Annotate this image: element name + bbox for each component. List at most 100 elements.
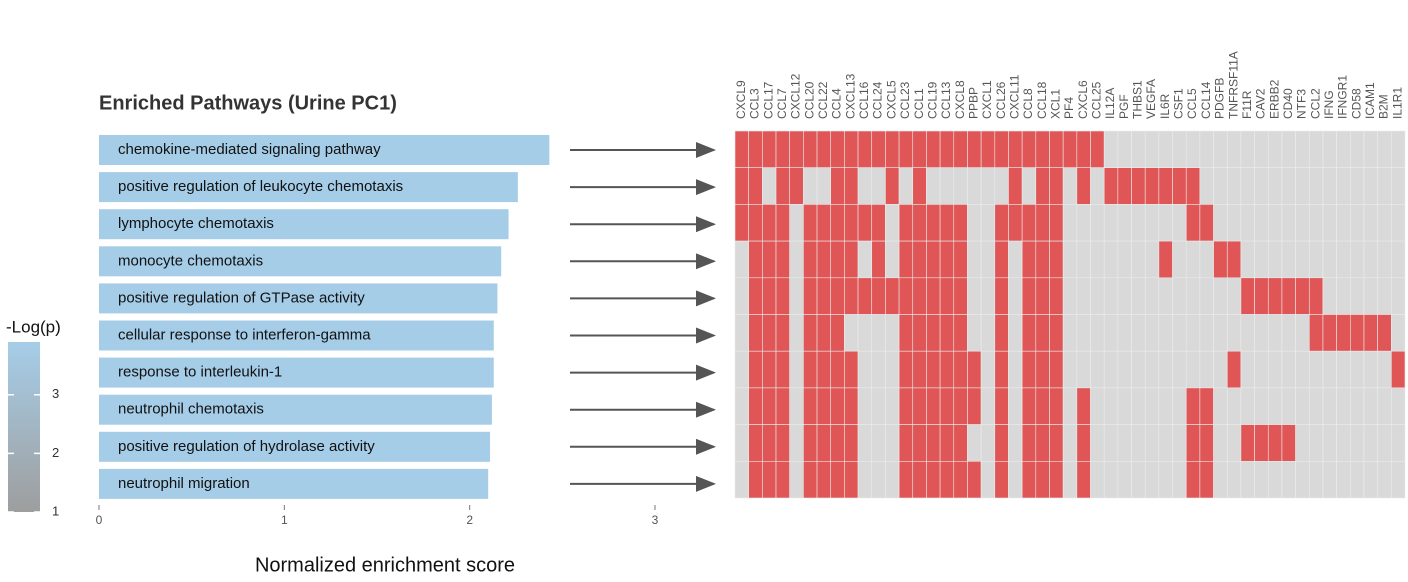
heatmap-cell [789, 204, 804, 242]
column-label: PGF [1117, 94, 1131, 119]
heatmap-cell [1090, 387, 1105, 425]
heatmap-cell [1062, 130, 1078, 169]
heatmap-cell [1226, 424, 1242, 462]
heatmap-cell [926, 424, 941, 462]
heatmap-cell [748, 350, 763, 389]
heatmap-cell [1308, 460, 1324, 499]
bar [99, 320, 494, 351]
heatmap-cell [1295, 350, 1310, 389]
heatmap-cell [1240, 460, 1255, 499]
heatmap-cell [734, 387, 749, 425]
heatmap-cell [871, 167, 886, 205]
bar-label: positive regulation of GTPase activity [118, 289, 365, 306]
heatmap-cell [1185, 350, 1201, 389]
heatmap-cell [830, 277, 845, 315]
heatmap-cell [775, 130, 790, 169]
heatmap-cell [775, 424, 790, 462]
heatmap-cell [1035, 460, 1050, 499]
heatmap-cell [1144, 167, 1160, 205]
heatmap-cell [816, 167, 832, 205]
heatmap-cell [967, 424, 982, 462]
heatmap-cell [1199, 167, 1214, 205]
heatmap-cell [1117, 460, 1132, 499]
heatmap-cell [1377, 277, 1392, 315]
x-tick-label: 3 [652, 513, 659, 527]
heatmap-cell [844, 167, 859, 205]
heatmap-cell [1090, 314, 1105, 352]
heatmap-cell [912, 387, 927, 425]
heatmap-cell [1117, 240, 1132, 279]
heatmap-cell [1377, 240, 1392, 279]
heatmap-cell [1336, 240, 1351, 279]
heatmap-cell [926, 314, 941, 352]
heatmap-cell [1363, 387, 1378, 425]
heatmap-cell [871, 350, 886, 389]
column-label: CXCL11 [1007, 74, 1021, 119]
heatmap-cell [1158, 460, 1173, 499]
heatmap-cell [1199, 424, 1214, 462]
heatmap-cell [830, 240, 845, 279]
heatmap-cell [871, 387, 886, 425]
heatmap-cell [1008, 350, 1023, 389]
heatmap-cell [1076, 387, 1091, 425]
heatmap-cell [912, 350, 927, 389]
heatmap-cell [830, 204, 845, 242]
column-label: CCL5 [1185, 88, 1199, 119]
heatmap-cell [857, 277, 873, 315]
heatmap-cell [844, 387, 859, 425]
heatmap-cell [898, 387, 914, 425]
heatmap-cell [1350, 240, 1365, 279]
heatmap-cell [748, 167, 763, 205]
heatmap-cell [1199, 387, 1214, 425]
x-axis-label: Normalized enrichment score [255, 554, 515, 576]
heatmap-cell [803, 387, 818, 425]
bar [99, 394, 492, 425]
heatmap-cell [1240, 350, 1255, 389]
heatmap-cell [857, 240, 873, 279]
heatmap-cell [1308, 387, 1324, 425]
heatmap-cell [1172, 460, 1187, 499]
column-label: CXCL1 [980, 80, 994, 119]
column-label: CXCL6 [1076, 80, 1090, 119]
heatmap-cell [1008, 277, 1023, 315]
heatmap-cell [1035, 204, 1050, 242]
column-label: CCL3 [748, 88, 762, 119]
heatmap-cell [1391, 460, 1406, 499]
heatmap-cell [1199, 204, 1214, 242]
heatmap-cell [1008, 387, 1023, 425]
heatmap-cell [1308, 277, 1324, 315]
bar-label: response to interleukin-1 [118, 364, 282, 381]
heatmap-cell [1062, 240, 1078, 279]
heatmap-cell [1295, 204, 1310, 242]
heatmap-cell [1240, 130, 1255, 169]
heatmap-cell [1035, 350, 1050, 389]
heatmap-cell [980, 130, 996, 169]
heatmap-cell [1008, 167, 1023, 205]
heatmap-cell [1185, 130, 1201, 169]
heatmap-cell [1240, 424, 1255, 462]
heatmap-cell [789, 460, 804, 499]
heatmap-cell [1103, 130, 1119, 169]
heatmap-cell [762, 167, 777, 205]
heatmap-cell [1377, 387, 1392, 425]
color-bar [8, 342, 40, 512]
heatmap-cell [967, 240, 982, 279]
heatmap-cell [1336, 387, 1351, 425]
heatmap-cell [871, 460, 886, 499]
heatmap-cell [1103, 350, 1119, 389]
heatmap-cell [898, 130, 914, 169]
heatmap-cell [816, 204, 832, 242]
heatmap-cell [1144, 387, 1160, 425]
heatmap-cell [1144, 314, 1160, 352]
heatmap-cell [1117, 204, 1132, 242]
column-label: CXCL13 [843, 73, 857, 119]
heatmap-cell [1308, 240, 1324, 279]
heatmap-cell [830, 460, 845, 499]
heatmap-cell [1363, 204, 1378, 242]
heatmap-cell [1213, 387, 1228, 425]
heatmap-cell [1336, 130, 1351, 169]
heatmap-cell [912, 460, 927, 499]
heatmap-cell [1158, 167, 1173, 205]
heatmap-cell [775, 314, 790, 352]
